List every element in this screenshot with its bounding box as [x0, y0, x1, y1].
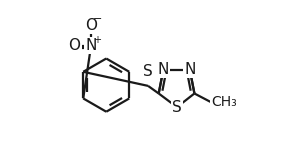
Text: N: N	[85, 38, 97, 53]
Text: CH₃: CH₃	[211, 95, 237, 109]
Text: −: −	[93, 14, 102, 24]
Text: O: O	[68, 38, 80, 53]
Text: N: N	[184, 62, 195, 77]
Text: S: S	[143, 64, 153, 79]
Text: S: S	[172, 100, 182, 115]
Text: O: O	[85, 18, 97, 33]
Text: +: +	[94, 35, 101, 45]
Text: N: N	[158, 62, 169, 77]
